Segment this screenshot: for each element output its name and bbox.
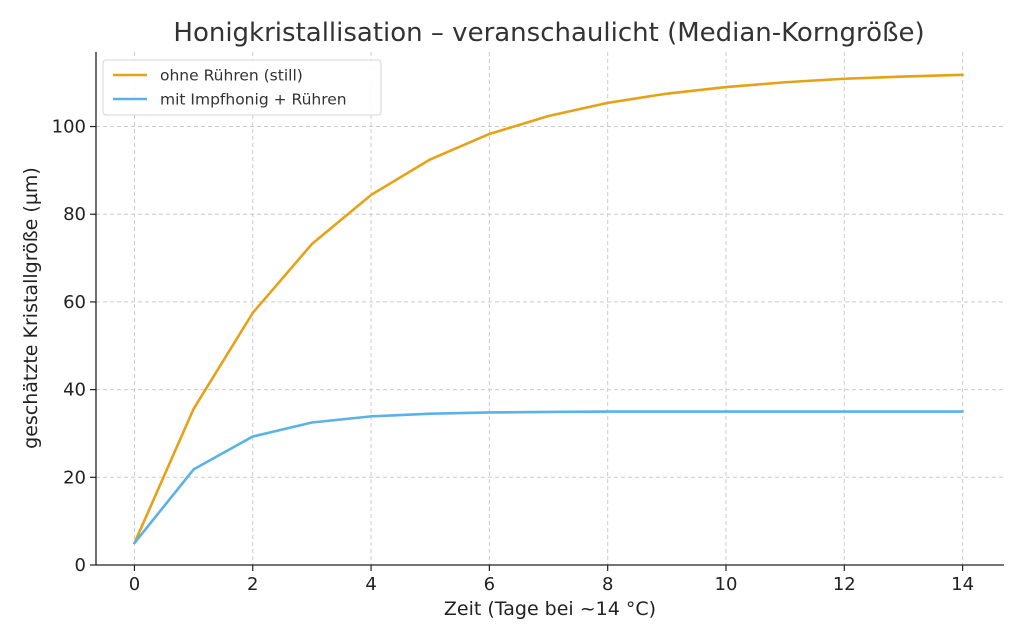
y-tick-label-100: 100: [52, 117, 86, 138]
y-tick-label-60: 60: [63, 292, 86, 313]
grid: [96, 52, 1004, 566]
legend-label-ohne-ruehren: ohne Rühren (still): [160, 67, 303, 85]
x-axis-label: Zeit (Tage bei ~14 °C): [444, 598, 656, 620]
y-ticks: 0 20 40 60 80 100: [52, 117, 96, 576]
x-tick-label-14: 14: [951, 574, 974, 595]
legend-label-mit-impfhonig: mit Impfhonig + Rühren: [160, 91, 347, 109]
legend: ohne Rühren (still) mit Impfhonig + Rühr…: [102, 59, 382, 116]
y-axis-label: geschätzte Kristallgröße (µm): [20, 167, 42, 449]
x-tick-label-12: 12: [833, 574, 856, 595]
x-ticks: 0 2 4 6 8 10 12 14: [129, 565, 974, 595]
x-tick-label-10: 10: [715, 574, 738, 595]
x-tick-label-6: 6: [484, 574, 495, 595]
y-tick-label-80: 80: [63, 204, 86, 225]
legend-box: [102, 59, 382, 116]
series-layer: [133, 73, 964, 545]
x-tick-label-8: 8: [602, 574, 613, 595]
x-tick-label-0: 0: [129, 574, 140, 595]
chart-title: Honigkristallisation – veranschaulicht (…: [173, 18, 924, 48]
y-tick-label-0: 0: [75, 555, 86, 576]
x-tick-label-4: 4: [365, 574, 376, 595]
axes: [95, 52, 1004, 566]
y-tick-label-40: 40: [63, 380, 86, 401]
series-line-mit-impfhonig: [133, 410, 964, 545]
x-tick-label-2: 2: [247, 574, 258, 595]
y-tick-label-20: 20: [63, 467, 86, 488]
series-line-ohne-ruehren: [133, 73, 964, 545]
